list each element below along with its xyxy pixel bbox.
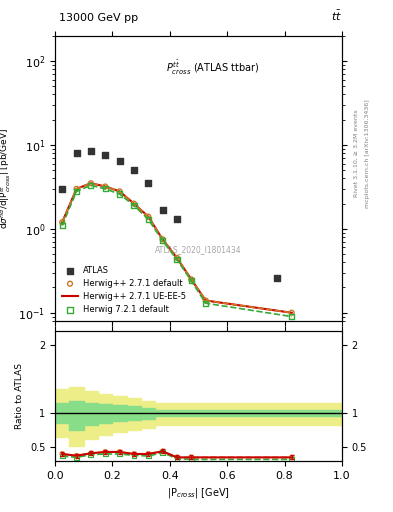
Herwig 7.2.1 default — [73, 187, 80, 196]
Herwig++ 2.7.1 UE-EE-5 — [189, 276, 194, 283]
Point — [116, 450, 123, 458]
Point — [88, 451, 94, 459]
Line: Herwig++ 2.7.1 UE-EE-5: Herwig++ 2.7.1 UE-EE-5 — [62, 183, 292, 313]
Herwig++ 2.7.1 UE-EE-5 — [132, 201, 136, 207]
Point — [160, 447, 166, 455]
Herwig 7.2.1 default — [174, 255, 180, 264]
Herwig 7.2.1 default — [59, 221, 65, 229]
Herwig++ 2.7.1 default — [131, 200, 137, 208]
Herwig++ 2.7.1 UE-EE-5 — [203, 297, 208, 304]
Herwig++ 2.7.1 UE-EE-5 — [117, 188, 122, 195]
Herwig++ 2.7.1 default — [116, 187, 123, 196]
Point — [145, 450, 151, 458]
Text: $P^{t\bar{t}}_{cross}$ (ATLAS ttbar): $P^{t\bar{t}}_{cross}$ (ATLAS ttbar) — [166, 59, 260, 77]
Herwig 7.2.1 default — [88, 181, 94, 189]
Herwig++ 2.7.1 UE-EE-5 — [160, 236, 165, 242]
Herwig 7.2.1 default — [116, 190, 123, 198]
ATLAS — [73, 149, 80, 157]
Point — [102, 450, 108, 458]
Point — [59, 452, 65, 460]
X-axis label: |P$_{cross}$| [GeV]: |P$_{cross}$| [GeV] — [167, 486, 230, 500]
Herwig++ 2.7.1 default — [160, 235, 166, 243]
Point — [174, 455, 180, 463]
Legend: ATLAS, Herwig++ 2.7.1 default, Herwig++ 2.7.1 UE-EE-5, Herwig 7.2.1 default: ATLAS, Herwig++ 2.7.1 default, Herwig++ … — [59, 263, 188, 317]
Herwig++ 2.7.1 default — [288, 309, 295, 317]
ATLAS — [59, 185, 65, 193]
Text: 13000 GeV pp: 13000 GeV pp — [59, 13, 138, 23]
Herwig++ 2.7.1 default — [102, 182, 108, 190]
Herwig++ 2.7.1 UE-EE-5 — [146, 214, 151, 220]
Text: mcplots.cern.ch [arXiv:1306.3436]: mcplots.cern.ch [arXiv:1306.3436] — [365, 99, 371, 208]
Point — [102, 448, 108, 456]
Point — [73, 453, 80, 461]
ATLAS — [160, 205, 166, 214]
Herwig 7.2.1 default — [145, 215, 151, 223]
Herwig 7.2.1 default — [202, 299, 209, 307]
Herwig++ 2.7.1 default — [73, 185, 80, 193]
Herwig++ 2.7.1 UE-EE-5 — [60, 219, 64, 225]
Herwig++ 2.7.1 default — [202, 296, 209, 305]
Point — [288, 455, 295, 463]
Point — [59, 450, 65, 458]
ATLAS — [116, 157, 123, 165]
Herwig++ 2.7.1 default — [59, 218, 65, 226]
Herwig++ 2.7.1 UE-EE-5 — [174, 255, 179, 261]
Point — [188, 455, 195, 463]
Herwig++ 2.7.1 UE-EE-5 — [289, 310, 294, 316]
Herwig++ 2.7.1 default — [174, 254, 180, 262]
Herwig 7.2.1 default — [288, 312, 295, 321]
Herwig 7.2.1 default — [188, 277, 195, 285]
Point — [160, 449, 166, 457]
Y-axis label: d$\sigma^{nd}$/d|P$^{\bar{t}t}_{cross}$| [pb/GeV]: d$\sigma^{nd}$/d|P$^{\bar{t}t}_{cross}$|… — [0, 127, 13, 229]
Herwig++ 2.7.1 UE-EE-5 — [103, 183, 108, 189]
Point — [288, 453, 295, 461]
Herwig++ 2.7.1 default — [88, 179, 94, 187]
Point — [131, 450, 137, 458]
Point — [131, 451, 137, 459]
Point — [73, 452, 80, 460]
Text: ATLAS_2020_I1801434: ATLAS_2020_I1801434 — [155, 245, 242, 254]
ATLAS — [274, 274, 281, 282]
Y-axis label: Ratio to ATLAS: Ratio to ATLAS — [15, 363, 24, 429]
ATLAS — [174, 215, 180, 223]
ATLAS — [145, 179, 151, 187]
Text: $t\bar{t}$: $t\bar{t}$ — [331, 9, 342, 23]
Point — [188, 453, 195, 461]
Text: Rivet 3.1.10, ≥ 3.2M events: Rivet 3.1.10, ≥ 3.2M events — [354, 110, 359, 198]
Point — [116, 448, 123, 456]
Herwig++ 2.7.1 default — [188, 275, 195, 284]
Herwig 7.2.1 default — [160, 237, 166, 245]
ATLAS — [88, 147, 94, 155]
Herwig 7.2.1 default — [131, 201, 137, 209]
Herwig 7.2.1 default — [102, 185, 108, 193]
Point — [88, 449, 94, 457]
Point — [174, 453, 180, 461]
ATLAS — [131, 166, 137, 174]
Herwig++ 2.7.1 UE-EE-5 — [88, 180, 93, 186]
Herwig++ 2.7.1 UE-EE-5 — [74, 186, 79, 192]
Herwig++ 2.7.1 default — [145, 212, 151, 221]
ATLAS — [102, 152, 108, 160]
Point — [145, 452, 151, 460]
